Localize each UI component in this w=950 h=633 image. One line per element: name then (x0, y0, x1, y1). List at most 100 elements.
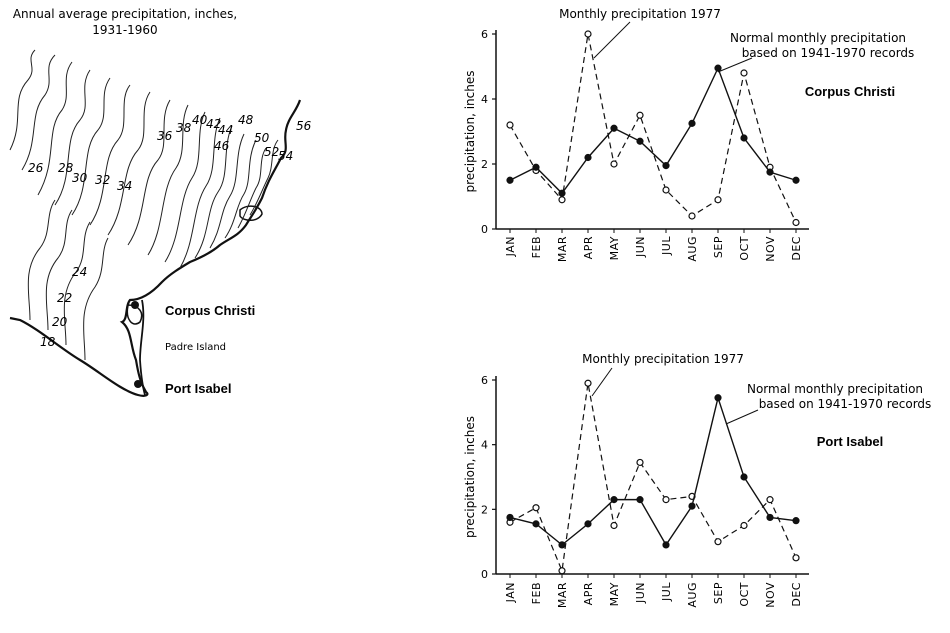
x-tick-label-feb: FEB (530, 582, 543, 604)
x-tick-label-dec: DEC (790, 582, 803, 607)
annotation-monthly-leader (593, 21, 631, 59)
normal-point-jul (662, 162, 670, 170)
normal-point-feb (532, 163, 540, 171)
monthly-1977-point-jan (506, 121, 514, 129)
corpus-christi-label: Corpus Christi (165, 303, 255, 318)
annotation-monthly-leader (591, 367, 613, 397)
annotation-monthly-1977: Monthly precipitation 1977 (582, 352, 744, 366)
x-tick-label-apr: APR (582, 236, 595, 259)
padre-island-label: Padre Island (165, 342, 226, 353)
normal-point-nov (766, 513, 774, 522)
contour-label-40: 40 (192, 113, 208, 127)
x-tick-label-jun: JUN (634, 582, 647, 604)
y-tick-label: 2 (481, 158, 488, 171)
normal-point-sep (714, 394, 722, 402)
x-tick-label-apr: APR (582, 582, 595, 605)
contour-label-36: 36 (157, 129, 173, 143)
map-title-line1: Annual average precipitation, inches, (13, 7, 237, 21)
annotation-normal-line2: based on 1941-1970 records (742, 46, 915, 60)
normal-point-jun (636, 137, 644, 145)
normal-point-dec (792, 517, 800, 525)
normal-point-oct (740, 473, 748, 481)
contour-label-56: 56 (296, 119, 312, 133)
monthly-1977-point-sep (714, 196, 722, 204)
monthly-1977-point-oct (740, 69, 748, 77)
series-normal-line (509, 395, 797, 547)
x-tick-label-jan: JAN (504, 582, 517, 603)
contour-label-42: 42 (206, 117, 221, 131)
normal-point-jul (662, 541, 670, 549)
normal-point-dec (792, 176, 800, 184)
map-title-line2: 1931-1960 (92, 23, 157, 37)
y-tick-label: 6 (481, 374, 488, 387)
x-tick-label-sep: SEP (712, 582, 725, 604)
monthly-1977-point-dec (792, 218, 800, 227)
y-tick-label: 0 (481, 223, 488, 236)
y-tick-label: 6 (481, 28, 488, 41)
normal-point-feb (532, 520, 540, 528)
isohyet-lines (9, 49, 279, 361)
monthly-1977-point-dec (792, 554, 800, 562)
station-title: Port Isabel (817, 434, 883, 449)
x-tick-label-jul: JUL (660, 236, 673, 256)
monthly-1977-point-aug (688, 212, 696, 220)
x-tick-label-mar: MAR (556, 236, 569, 262)
x-tick-label-aug: AUG (686, 236, 699, 262)
series-normal-line (509, 66, 797, 195)
contour-label-48: 48 (238, 113, 254, 127)
x-tick-label-oct: OCT (738, 236, 751, 261)
x-tick-label-aug: AUG (686, 582, 699, 608)
port-isabel-marker (134, 380, 142, 388)
monthly-1977-point-sep (714, 538, 722, 546)
normal-point-oct (740, 134, 748, 142)
normal-point-aug (688, 502, 696, 510)
normal-point-sep (714, 64, 722, 72)
series-monthly-1977-line (509, 33, 797, 223)
annotation-monthly-1977: Monthly precipitation 1977 (559, 7, 721, 21)
y-axis-label: precipitation, inches (463, 416, 477, 538)
contour-label-52: 52 (264, 145, 279, 159)
monthly-1977-point-mar (558, 567, 566, 575)
contour-label-34: 34 (117, 179, 132, 193)
contour-label-24: 24 (72, 265, 87, 279)
monthly-1977-point-feb (532, 504, 540, 512)
normal-point-apr (584, 153, 592, 162)
normal-point-jun (636, 496, 644, 504)
x-tick-label-feb: FEB (530, 236, 543, 258)
monthly-1977-point-jun (636, 111, 644, 119)
contour-label-50: 50 (254, 131, 270, 145)
normal-point-may (610, 496, 618, 504)
monthly-1977-point-may (610, 160, 618, 168)
normal-point-may (610, 124, 618, 132)
corpus-christi-chart: 0 2 4 6 precipitation, inches JAN FEB MAR APR MAY… (463, 7, 914, 262)
x-tick-label-dec: DEC (790, 236, 803, 261)
monthly-1977-point-jul (662, 186, 670, 194)
y-tick-label: 4 (481, 93, 488, 106)
contour-label-46: 46 (214, 139, 230, 153)
contour-label-28: 28 (58, 161, 74, 175)
coastline (9, 99, 302, 397)
normal-point-jan (506, 513, 514, 522)
x-tick-label-nov: NOV (764, 582, 777, 608)
normal-point-apr (584, 520, 592, 528)
y-tick-label: 2 (481, 503, 488, 516)
annotation-normal-leader (717, 57, 753, 73)
x-tick-label-oct: OCT (738, 582, 751, 607)
x-tick-label-jul: JUL (660, 582, 673, 602)
port-isabel-chart: 0 2 4 6 precipitation, inches JAN FEB MAR APR MAY… (463, 352, 931, 608)
monthly-1977-point-mar (558, 196, 566, 204)
contour-label-22: 22 (57, 291, 72, 305)
x-tick-label-mar: MAR (556, 582, 569, 608)
normal-point-nov (766, 168, 774, 176)
monthly-1977-point-jun (636, 458, 644, 467)
normal-point-jan (506, 176, 514, 184)
contour-label-38: 38 (176, 121, 192, 135)
monthly-1977-point-apr (584, 379, 592, 387)
y-axis-label: precipitation, inches (463, 70, 477, 192)
x-tick-label-jan: JAN (504, 236, 517, 257)
x-tick-label-sep: SEP (712, 236, 725, 258)
x-tick-label-may: MAY (608, 236, 621, 260)
annotation-normal-line1: Normal monthly precipitation (730, 31, 906, 45)
contour-label-54: 54 (278, 149, 293, 163)
